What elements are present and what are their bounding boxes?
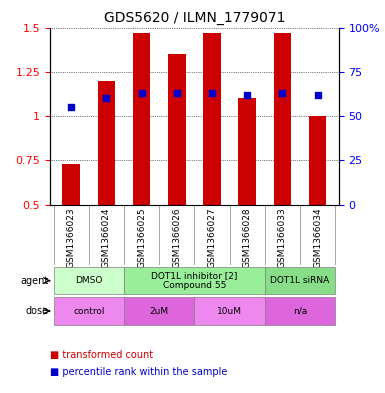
Point bbox=[139, 90, 145, 96]
Bar bbox=[309, 116, 326, 205]
Point bbox=[174, 90, 180, 96]
Point bbox=[315, 92, 321, 98]
Bar bbox=[274, 33, 291, 205]
Text: ■ percentile rank within the sample: ■ percentile rank within the sample bbox=[50, 367, 228, 377]
Text: n/a: n/a bbox=[293, 307, 307, 316]
Text: DOT1L siRNA: DOT1L siRNA bbox=[270, 276, 330, 285]
Text: GSM1366026: GSM1366026 bbox=[172, 208, 181, 268]
Point bbox=[103, 95, 109, 101]
Bar bbox=[203, 33, 221, 205]
Text: control: control bbox=[73, 307, 105, 316]
Text: GSM1366025: GSM1366025 bbox=[137, 208, 146, 268]
Text: dose: dose bbox=[25, 306, 48, 316]
Bar bbox=[97, 81, 115, 205]
Text: GSM1366028: GSM1366028 bbox=[243, 208, 252, 268]
Point bbox=[280, 90, 286, 96]
Text: agent: agent bbox=[20, 275, 48, 286]
FancyBboxPatch shape bbox=[265, 298, 335, 325]
Title: GDS5620 / ILMN_1779071: GDS5620 / ILMN_1779071 bbox=[104, 11, 285, 25]
Text: 2uM: 2uM bbox=[150, 307, 169, 316]
Text: ■ transformed count: ■ transformed count bbox=[50, 350, 153, 360]
Text: GSM1366023: GSM1366023 bbox=[67, 208, 76, 268]
Bar bbox=[62, 164, 80, 205]
Point bbox=[209, 90, 215, 96]
FancyBboxPatch shape bbox=[194, 298, 265, 325]
Text: GSM1366024: GSM1366024 bbox=[102, 208, 111, 268]
Bar bbox=[168, 54, 186, 205]
Text: DOT1L inhibitor [2]
Compound 55: DOT1L inhibitor [2] Compound 55 bbox=[151, 271, 238, 290]
Text: GSM1366033: GSM1366033 bbox=[278, 208, 287, 268]
Bar bbox=[133, 33, 151, 205]
Point bbox=[68, 104, 74, 110]
FancyBboxPatch shape bbox=[124, 267, 265, 294]
Text: GSM1366027: GSM1366027 bbox=[208, 208, 216, 268]
Text: GSM1366034: GSM1366034 bbox=[313, 208, 322, 268]
FancyBboxPatch shape bbox=[54, 267, 124, 294]
Text: DMSO: DMSO bbox=[75, 276, 102, 285]
FancyBboxPatch shape bbox=[124, 298, 194, 325]
Point bbox=[244, 92, 250, 98]
FancyBboxPatch shape bbox=[54, 298, 124, 325]
Text: 10uM: 10uM bbox=[217, 307, 242, 316]
FancyBboxPatch shape bbox=[265, 267, 335, 294]
Bar bbox=[238, 98, 256, 205]
